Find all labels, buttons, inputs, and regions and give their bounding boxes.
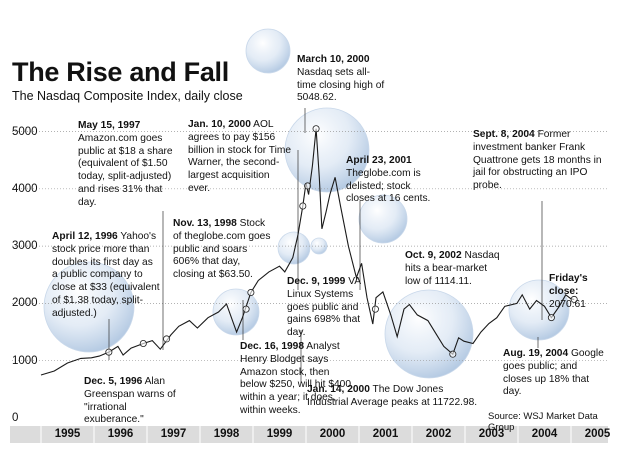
- x-tick-label-2001: 2001: [372, 428, 399, 440]
- y-tick-label-2000: 2000: [12, 297, 38, 309]
- bubble-1999: [277, 231, 311, 265]
- event-markers: [105, 125, 578, 358]
- event-marker-8: [371, 305, 379, 313]
- x-tick-label-1995: 1995: [54, 428, 81, 440]
- nasdaq-series-line: [40, 128, 575, 376]
- annotation-dow-peak: Jan. 14, 2000 The Dow Jones Industrial A…: [307, 384, 478, 408]
- annotation-greenspan: Dec. 5, 1996 Alan Greenspan warns of "ir…: [84, 376, 176, 426]
- annotation-amazon-ipo: May 15, 1997 Amazon.com goes public at $…: [78, 120, 173, 208]
- y-tick-label-1000: 1000: [12, 355, 38, 367]
- x-tick-label-2002: 2002: [425, 428, 452, 440]
- y-tick-label-3000: 3000: [12, 240, 38, 252]
- annotation-google-ipo: Aug. 19, 2004 Google goes public; and cl…: [503, 348, 604, 398]
- event-marker-3: [242, 305, 250, 313]
- source-note: Source: WSJ Market Data Group: [488, 411, 598, 433]
- x-tick-label-2005: 2005: [584, 428, 611, 440]
- y-tick-label-0: 0: [12, 412, 19, 424]
- annotation-bear-market-low: Oct. 9, 2002 Nasdaq hits a bear-market l…: [405, 250, 500, 287]
- event-marker-6: [304, 182, 312, 190]
- x-axis-separators: [40, 426, 572, 443]
- annotation-va-linux: Dec. 9, 1999 VA Linux Systems goes publi…: [287, 276, 361, 339]
- bubble-1998: [212, 288, 260, 336]
- x-tick-label-2003: 2003: [478, 428, 505, 440]
- y-tick-label-5000: 5000: [12, 126, 38, 138]
- bubble-2001: [358, 194, 408, 244]
- annotation-aol-time-warner: Jan. 10, 2000 AOL agrees to pay $156 bil…: [188, 119, 292, 194]
- bubble-title-right: [245, 28, 291, 74]
- x-tick-label-1999: 1999: [266, 428, 293, 440]
- event-marker-11: [570, 295, 578, 303]
- leader-lines: [108, 108, 543, 383]
- annotation-theglobe-delisted: April 23, 2001 Theglobe.com is delisted;…: [346, 155, 431, 205]
- bubble-large-1996: [43, 261, 135, 353]
- chart-title: The Rise and Fall: [12, 57, 229, 87]
- bubble-layer: [43, 28, 570, 379]
- chart-subtitle: The Nasdaq Composite Index, daily close: [12, 89, 243, 103]
- x-tick-label-1997: 1997: [160, 428, 187, 440]
- annotation-fridays-close: Friday's close: 2070.61: [549, 273, 588, 310]
- event-marker-5: [299, 202, 307, 210]
- x-tick-label-2004: 2004: [531, 428, 558, 440]
- bubble-upper-2000: [284, 107, 370, 193]
- y-grid-lines: [12, 131, 608, 362]
- y-tick-label-4000: 4000: [12, 183, 38, 195]
- event-marker-2: [163, 335, 171, 343]
- bubble-2004: [508, 279, 570, 341]
- event-marker-0: [105, 348, 113, 356]
- event-marker-7: [312, 125, 320, 133]
- event-marker-9: [449, 350, 457, 358]
- annotation-quattrone: Sept. 8, 2004 Former investment banker F…: [473, 129, 602, 192]
- x-tick-label-1996: 1996: [107, 428, 134, 440]
- x-tick-label-1998: 1998: [213, 428, 240, 440]
- x-tick-label-2000: 2000: [319, 428, 346, 440]
- event-marker-4: [247, 289, 255, 297]
- event-marker-10: [547, 314, 555, 322]
- x-axis-band: [10, 426, 608, 443]
- annotation-theglobe-ipo: Nov. 13, 1998 Stock of theglobe.com goes…: [173, 218, 271, 281]
- annotation-yahoo-ipo: April 12, 1996 Yahoo's stock price more …: [52, 231, 160, 319]
- event-marker-1: [139, 340, 147, 348]
- annotation-blodget: Dec. 16, 1998 Analyst Henry Blodget says…: [240, 341, 352, 416]
- annotation-nasdaq-peak: March 10, 2000 Nasdaq sets all-time clos…: [297, 54, 385, 104]
